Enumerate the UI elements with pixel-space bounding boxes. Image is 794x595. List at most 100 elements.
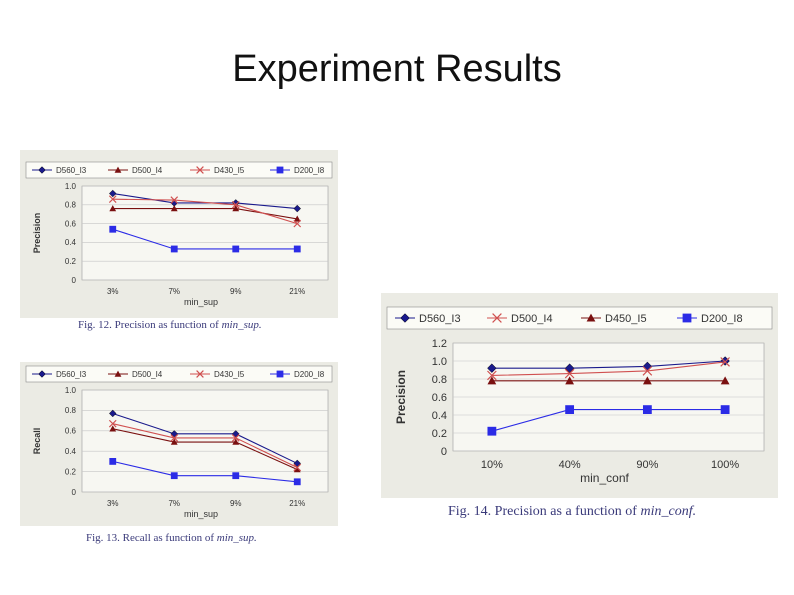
slide-title: Experiment Results xyxy=(232,48,562,90)
data-point-D430_I5 xyxy=(293,463,302,472)
x-tick-label: 3% xyxy=(107,287,119,296)
series-line-D560_I3 xyxy=(491,360,726,369)
legend-label: D560_I3 xyxy=(56,370,87,379)
x-tick-label: 9% xyxy=(230,499,242,508)
legend-label: D560_I3 xyxy=(56,166,87,175)
caption-fig13-var: min_sup. xyxy=(216,532,257,544)
x-tick-label: 7% xyxy=(168,287,180,296)
legend-label: D450_I5 xyxy=(605,313,647,325)
y-axis-label: Precision xyxy=(394,370,408,424)
legend-box xyxy=(25,365,333,383)
data-point-D450_I5 xyxy=(487,376,497,385)
data-point-D430_I5 xyxy=(108,195,117,203)
legend-marker-D430_I5 xyxy=(196,166,204,174)
y-tick-label: 0 xyxy=(72,488,77,497)
data-point-D500_I4 xyxy=(109,205,117,212)
series-line-D200_I8 xyxy=(112,460,298,483)
series-line-D200_I8 xyxy=(112,228,298,250)
data-point-D200_I8 xyxy=(565,405,575,414)
x-tick-label: 10% xyxy=(481,459,503,471)
y-tick-label: 0.4 xyxy=(65,238,77,247)
x-tick-label: 21% xyxy=(289,499,305,508)
x-axis-label: min_conf xyxy=(580,471,629,485)
legend-label: D430_I5 xyxy=(214,166,245,175)
data-point-D430_I5 xyxy=(170,196,179,204)
data-point-D200_I8 xyxy=(487,426,497,436)
legend-marker-D500_I4 xyxy=(492,313,502,323)
data-point-D500_I4 xyxy=(232,205,240,212)
legend-box xyxy=(386,306,773,330)
caption-fig13-text: Fig. 13. Recall as function of xyxy=(86,532,217,544)
y-tick-label: 0.2 xyxy=(65,257,77,266)
legend-label: D200_I8 xyxy=(701,313,743,325)
data-point-D560_I3 xyxy=(108,189,117,198)
legend-marker-D200_I8 xyxy=(276,166,284,174)
caption-fig12-text: Fig. 12. Precision as function of xyxy=(78,319,222,331)
x-axis-label: min_sup xyxy=(184,297,218,307)
data-point-D430_I5 xyxy=(108,419,117,428)
y-tick-label: 0.2 xyxy=(65,467,77,476)
y-tick-label: 0.8 xyxy=(65,406,77,415)
legend-label: D500_I4 xyxy=(132,166,163,175)
legend-marker-D560_I3 xyxy=(38,370,46,378)
data-point-D560_I3 xyxy=(487,363,497,373)
x-axis-label: min_sup xyxy=(184,509,218,519)
x-tick-label: 9% xyxy=(230,287,242,296)
legend-marker-D450_I5 xyxy=(586,313,596,322)
legend-label: D200_I8 xyxy=(294,370,325,379)
y-tick-label: 0.6 xyxy=(65,219,77,228)
y-tick-label: 0.2 xyxy=(432,428,447,440)
legend-label: D430_I5 xyxy=(214,370,245,379)
y-tick-label: 1.2 xyxy=(432,338,447,350)
legend-marker-D500_I4 xyxy=(114,370,122,377)
data-point-D500_I4 xyxy=(232,438,240,445)
legend-marker-D560_I3 xyxy=(38,166,46,174)
x-tick-label: 40% xyxy=(559,459,581,471)
caption-fig14: Fig. 14. Precision as a function of min_… xyxy=(448,504,696,520)
data-point-D450_I5 xyxy=(720,376,730,385)
series-line-D500_I4 xyxy=(112,428,298,471)
plot-area xyxy=(81,185,329,281)
chart-fig14: 0 0.2 0.4 0.6 0.8 1.0 1.2 10% 40% 90% 100% min_conf… xyxy=(386,306,773,485)
plot-area xyxy=(81,389,329,493)
y-tick-label: 0.6 xyxy=(432,392,447,404)
legend-label: D200_I8 xyxy=(294,166,325,175)
data-point-D430_I5 xyxy=(293,219,302,228)
y-tick-label: 0.4 xyxy=(65,447,77,456)
data-point-D200_I8 xyxy=(293,245,301,253)
chart-fig12: 0 0.2 0.4 0.6 0.8 1.0 3% 7% 9% 21% min_sup Precisio… xyxy=(25,161,333,307)
data-point-D200_I8 xyxy=(170,472,178,480)
series-line-D430_I5 xyxy=(112,423,298,469)
legend-marker-D200_I8 xyxy=(682,313,692,323)
chart-panel-fig13: 0 0.2 0.4 0.6 0.8 1.0 3% 7% 9% 21% min_sup Recall D5… xyxy=(20,362,338,526)
data-point-D430_I5 xyxy=(231,434,240,442)
data-point-D200_I8 xyxy=(293,478,301,486)
y-tick-label: 0 xyxy=(72,276,77,285)
legend-marker-D560_I3 xyxy=(400,313,410,323)
legend-box xyxy=(25,161,333,179)
data-point-D200_I8 xyxy=(109,225,117,233)
y-tick-label: 0 xyxy=(441,446,447,458)
legend-label: D560_I3 xyxy=(419,313,461,325)
x-tick-label: 3% xyxy=(107,499,119,508)
caption-fig12-var: min_sup. xyxy=(221,319,262,331)
y-tick-label: 0.6 xyxy=(65,427,77,436)
series-line-D500_I4 xyxy=(491,361,726,376)
y-axis-label: Recall xyxy=(32,428,42,455)
x-tick-label: 21% xyxy=(289,287,305,296)
x-tick-label: 100% xyxy=(711,459,739,471)
chart-panel-fig12: 0 0.2 0.4 0.6 0.8 1.0 3% 7% 9% 21% min_sup Precisio… xyxy=(20,150,338,318)
x-tick-label: 90% xyxy=(636,459,658,471)
y-tick-label: 1.0 xyxy=(432,356,447,368)
data-point-D500_I4 xyxy=(487,370,497,381)
data-point-D500_I4 xyxy=(720,357,730,367)
data-point-D200_I8 xyxy=(170,245,178,253)
data-point-D500_I4 xyxy=(293,215,301,222)
data-point-D560_I3 xyxy=(564,363,575,373)
legend-label: D500_I4 xyxy=(132,370,163,379)
data-point-D500_I4 xyxy=(170,438,178,445)
data-point-D200_I8 xyxy=(720,405,730,414)
data-point-D500_I4 xyxy=(170,205,178,212)
legend-marker-D500_I4 xyxy=(114,166,122,173)
data-point-D500_I4 xyxy=(293,466,301,473)
